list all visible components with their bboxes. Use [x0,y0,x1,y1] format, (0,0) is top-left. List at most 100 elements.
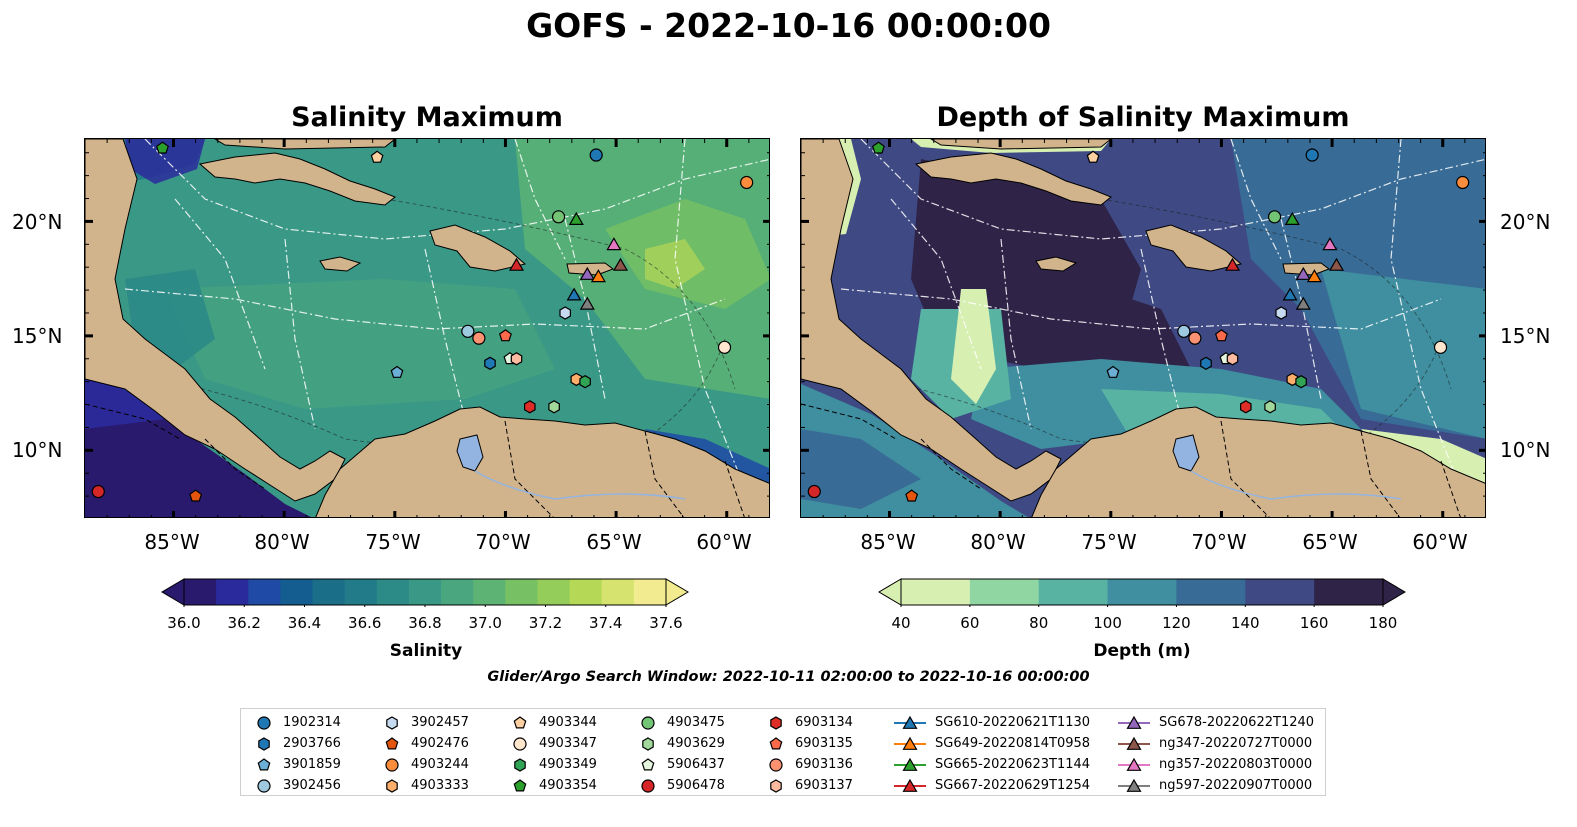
colorbar-swatch [601,579,635,605]
float-marker-4903344 [370,150,384,163]
colorbar-tick-label: 60 [960,614,980,632]
float-marker-4903333 [1286,372,1299,387]
float-marker-3902457 [559,306,571,320]
legend-label: SG649-20220814T0958 [935,736,1091,751]
legend-column: 4903344 4903347 4903349 4903354 [509,712,597,796]
legend-marker [386,715,398,730]
lon-tick-label: 85°W [860,530,916,554]
float-marker-SG667-20220629T1254 [1224,257,1241,271]
depth-colorbar-swatches [878,578,1406,609]
legend-label: 6903135 [795,736,853,751]
legend-line-marker [1118,715,1150,729]
legend-item: 6903136 [765,754,853,775]
legend-item: 4903354 [509,775,597,796]
float-marker-SG667-20220629T1254 [508,257,525,271]
float-marker-SG649-20220814T0958 [590,269,606,283]
depth-map-canvas [801,139,1485,517]
legend-label: SG610-20220621T1130 [935,715,1091,730]
float-marker-ng357-20220803T0000 [606,237,622,251]
legend-marker [385,736,399,749]
legend-label: 5906437 [667,757,725,772]
float-marker-SG678-20220622T1240 [1295,266,1311,280]
legend-label: 6903137 [795,778,853,793]
legend-label: 3901859 [283,757,341,772]
legend-symbol [258,736,270,751]
float-marker-ng347-20220727T0000 [612,257,629,271]
colorbar-swatch [537,579,571,605]
depth-colorbar-label: Depth (m) [1093,641,1191,661]
colorbar-swatch [969,579,1040,605]
float-marker-2903766 [1200,356,1212,370]
search-window-caption: Glider/Argo Search Window: 2022-10-11 02… [487,669,1090,685]
float-marker-1902314 [1305,148,1319,162]
legend-symbol [642,736,654,751]
float-marker-6903137 [1226,352,1239,366]
legend-symbol [641,778,655,793]
colorbar-tick-label: 140 [1230,614,1260,632]
float-marker-4903475 [1267,210,1282,224]
legend-symbol [257,715,271,730]
lat-tick-label: 20°N [12,210,63,234]
lon-tick-label: 70°W [475,530,531,554]
legend-item: SG610-20220621T1130 [893,712,1090,733]
legend-label: 4903347 [539,736,597,751]
depth-panel-title: Depth of Salinity Maximum [936,102,1350,133]
legend-marker [641,715,655,730]
float-marker-6903135 [1214,329,1228,342]
legend-symbol [513,778,527,791]
legend-symbol [386,715,398,730]
legend-marker [257,757,271,770]
depth-of-salinity-max-map [800,138,1486,518]
float-marker-4903629 [548,400,560,414]
legend-symbol [902,736,918,750]
figure-title: GOFS - 2022-10-16 00:00:00 [526,6,1051,45]
legend-label: 6903134 [795,715,853,730]
colorbar-tick-label: 37.4 [589,614,623,632]
legend-symbol [770,778,782,793]
colorbar-tick-label: 36.2 [227,614,261,632]
colorbar-tick-label: 36.0 [167,614,201,632]
legend-item: 6903137 [765,775,853,796]
legend-marker [257,715,271,730]
float-marker-ng347-20220727T0000 [1328,257,1345,271]
float-marker-SG665-20220623T1144 [568,211,584,226]
legend-column: SG678-20220622T1240 ng347-20220727T0000 ng… [1117,712,1314,796]
lon-tick-label: 85°W [144,530,200,554]
legend-symbol [769,757,783,772]
legend-line-marker [894,715,926,729]
float-marker-ng597-20220907T0000 [579,296,595,310]
legend: 1902314 2903766 3901859 3902456 3902457 49024… [240,708,1326,796]
legend-label: SG665-20220623T1144 [935,757,1091,772]
lon-tick-label: 80°W [970,530,1026,554]
legend-label: ng357-20220803T0000 [1159,757,1313,772]
legend-marker [641,778,655,793]
colorbar-swatch [505,579,538,605]
colorbar-swatch [901,579,971,605]
legend-marker [386,778,398,793]
float-marker-SG665-20220623T1144 [1284,211,1300,226]
depth-colorbar-ticks: 40 60 80 100 120 140 160 180 [0,614,1577,636]
legend-item: 3902457 [381,712,469,733]
legend-symbol [1126,757,1142,771]
legend-label: 5906478 [667,778,725,793]
colorbar-tick-label: 40 [891,614,911,632]
colorbar-tick-label: 180 [1368,614,1398,632]
float-marker-4903344 [1086,150,1100,163]
legend-symbol [902,778,918,792]
legend-line-marker [1118,757,1150,771]
legend-item: 5906437 [637,754,725,775]
legend-label: 4903244 [411,757,469,772]
legend-item: 4903344 [509,712,597,733]
legend-item: 3902456 [253,775,341,796]
legend-marker [513,778,527,791]
float-marker-4903629 [1264,400,1276,414]
legend-column: 6903134 6903135 6903136 6903137 [765,712,853,796]
colorbar-swatch [1176,579,1246,605]
legend-label: 4903349 [539,757,597,772]
legend-label: 4903344 [539,715,597,730]
legend-line-marker [1118,778,1150,792]
legend-item: ng597-20220907T0000 [1117,775,1314,796]
salinity-map-canvas [85,139,769,517]
float-marker-4903244 [1456,175,1470,190]
legend-item: 4903349 [509,754,597,775]
